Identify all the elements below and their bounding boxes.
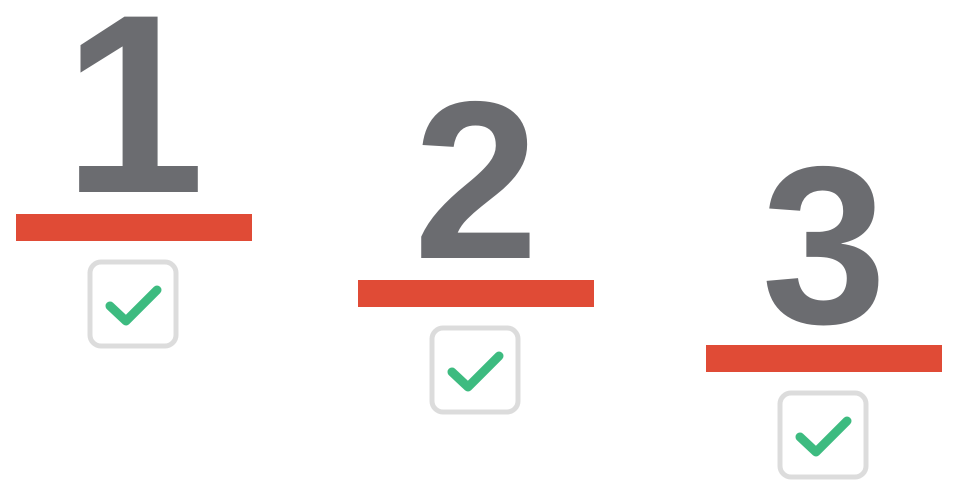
checkmark xyxy=(447,351,504,392)
red-bar xyxy=(706,345,942,372)
step-number: 3 xyxy=(761,119,886,371)
red-bar xyxy=(16,214,252,241)
step: 2 xyxy=(358,54,594,415)
step: 1 xyxy=(16,0,252,349)
step: 3 xyxy=(706,119,942,480)
step-number: 1 xyxy=(63,0,205,247)
checkbox xyxy=(87,259,179,349)
red-bar xyxy=(358,280,594,307)
checkmark xyxy=(795,416,852,457)
checkmark xyxy=(105,285,162,326)
checkbox xyxy=(777,390,869,480)
step-number: 2 xyxy=(413,54,538,306)
checkbox xyxy=(429,325,521,415)
